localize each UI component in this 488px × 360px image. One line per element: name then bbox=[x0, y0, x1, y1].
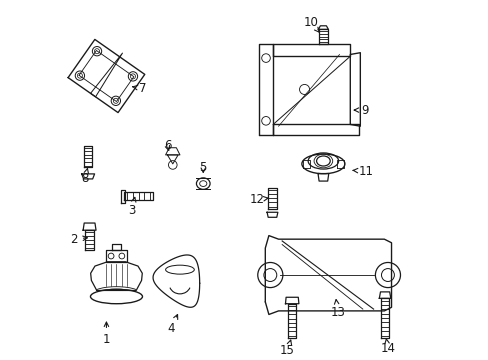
Text: 12: 12 bbox=[249, 193, 267, 206]
Text: 4: 4 bbox=[167, 315, 177, 335]
Text: 13: 13 bbox=[329, 300, 345, 319]
Text: 3: 3 bbox=[127, 197, 136, 217]
Text: 15: 15 bbox=[280, 340, 294, 357]
Text: 10: 10 bbox=[303, 16, 318, 32]
Text: 2: 2 bbox=[70, 233, 87, 246]
Text: 1: 1 bbox=[102, 322, 110, 346]
Text: 11: 11 bbox=[352, 165, 373, 177]
Text: 9: 9 bbox=[354, 104, 367, 117]
Text: 6: 6 bbox=[163, 139, 171, 152]
Text: 8: 8 bbox=[81, 168, 88, 185]
Text: 14: 14 bbox=[380, 339, 395, 355]
Text: 5: 5 bbox=[199, 161, 206, 174]
Text: 7: 7 bbox=[132, 82, 146, 95]
